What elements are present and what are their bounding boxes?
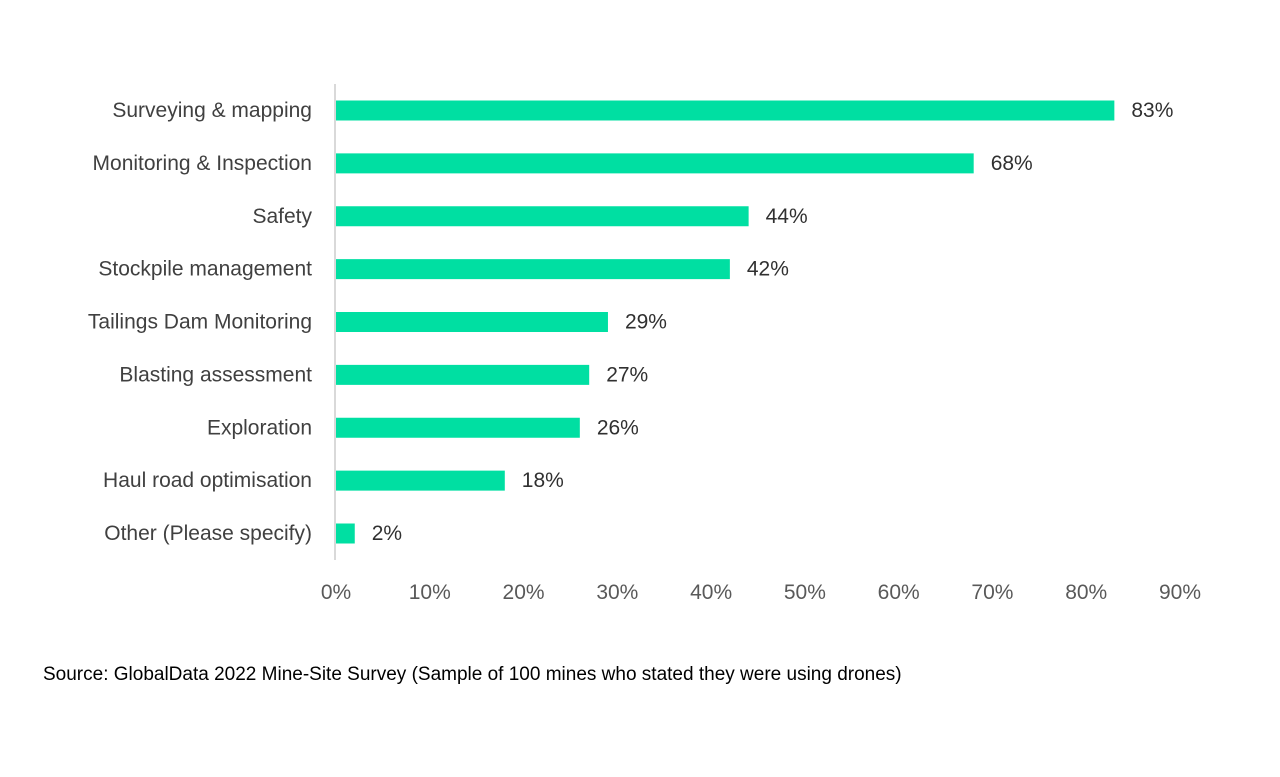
x-tick-label: 40% [690, 581, 732, 604]
x-tick-label: 30% [596, 581, 638, 604]
category-label: Surveying & mapping [112, 99, 312, 122]
bar [336, 100, 1115, 121]
bar [336, 259, 730, 280]
x-tick-label: 50% [784, 581, 826, 604]
x-tick-label: 80% [1065, 581, 1107, 604]
x-tick-label: 90% [1159, 581, 1201, 604]
value-label: 83% [1131, 99, 1173, 122]
category-label: Tailings Dam Monitoring [88, 311, 312, 334]
value-label: 18% [522, 469, 564, 492]
bar [336, 312, 608, 332]
x-tick-label: 10% [409, 581, 451, 604]
category-label: Haul road optimisation [103, 469, 312, 492]
bar [336, 364, 590, 385]
category-label: Stockpile management [98, 258, 312, 281]
x-tick-label: 60% [878, 581, 920, 604]
bar [336, 153, 974, 174]
value-label: 29% [625, 311, 667, 334]
category-label: Blasting assessment [119, 363, 312, 386]
value-label: 2% [372, 522, 402, 545]
x-tick-label: 0% [321, 581, 351, 604]
x-tick-label: 20% [503, 581, 545, 604]
value-label: 27% [606, 363, 648, 386]
bar-chart: Surveying & mapping 83% Monitoring & Inspe… [88, 84, 1201, 604]
value-label: 68% [991, 152, 1033, 175]
category-label: Monitoring & Inspection [93, 152, 312, 175]
category-label: Other (Please specify) [104, 522, 312, 545]
bar [336, 523, 355, 544]
bar [336, 206, 749, 227]
bar [336, 417, 580, 438]
bar [336, 470, 505, 491]
value-label: 44% [766, 205, 808, 228]
x-tick-label: 70% [971, 581, 1013, 604]
category-label: Exploration [207, 416, 312, 439]
category-label: Safety [252, 205, 312, 228]
value-label: 42% [747, 258, 789, 281]
value-label: 26% [597, 416, 639, 439]
source-note: Source: GlobalData 2022 Mine-Site Survey… [43, 664, 902, 685]
